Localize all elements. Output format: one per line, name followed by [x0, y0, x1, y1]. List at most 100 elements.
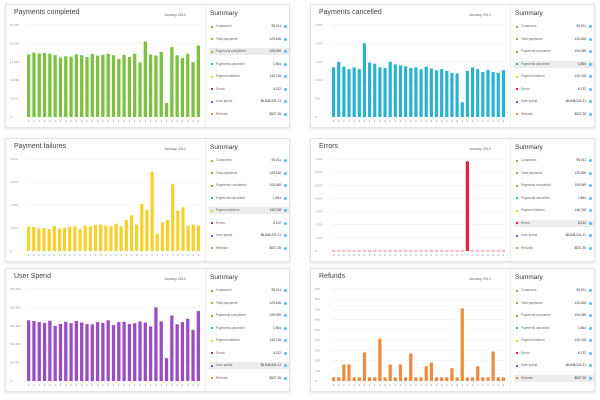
chart-bar[interactable] [404, 66, 408, 117]
info-dot-icon[interactable] [589, 376, 592, 380]
chart-bar[interactable] [383, 68, 387, 117]
chart-bar[interactable] [27, 320, 31, 381]
chart-bar[interactable] [440, 377, 444, 381]
chart-bar[interactable] [111, 55, 116, 117]
chart-bar[interactable] [481, 377, 485, 381]
summary-row[interactable]: User spend $6,848,241.21 [209, 232, 289, 239]
summary-row[interactable]: Payment failures 146,748 [514, 73, 594, 80]
date-range-label[interactable]: January 2014 [469, 277, 491, 281]
chart-bar[interactable] [476, 250, 480, 252]
chart-bar[interactable] [409, 353, 413, 381]
info-dot-icon[interactable] [589, 75, 592, 78]
info-dot-icon[interactable] [589, 314, 592, 317]
chart-bar[interactable] [58, 57, 63, 117]
summary-row[interactable]: Errors 8,122 [514, 86, 594, 93]
info-dot-icon[interactable] [284, 196, 287, 200]
chart-bar[interactable] [90, 54, 94, 117]
chart-bar[interactable] [85, 57, 89, 117]
summary-row[interactable]: Total payments 125,166 [209, 170, 289, 177]
chart-bar[interactable] [69, 323, 73, 381]
chart-bar[interactable] [424, 366, 428, 381]
chart-bar[interactable] [99, 224, 103, 251]
chart-bar[interactable] [53, 325, 57, 381]
date-range-label[interactable]: January 2014 [164, 147, 186, 151]
chart-bar[interactable] [106, 320, 110, 381]
info-dot-icon[interactable] [284, 75, 287, 78]
info-dot-icon[interactable] [589, 50, 592, 53]
chart-bar[interactable] [74, 54, 79, 117]
chart-bar[interactable] [368, 377, 372, 381]
summary-row[interactable]: Payments completed 105,069 [209, 48, 289, 55]
summary-row[interactable]: Payment failures 146,748 [514, 337, 594, 344]
chart-bar[interactable] [175, 55, 179, 117]
chart-bar[interactable] [496, 72, 500, 117]
chart-bar[interactable] [501, 377, 506, 381]
info-dot-icon[interactable] [589, 339, 592, 342]
summary-row[interactable]: User spend $6,848,241.21 [514, 98, 594, 105]
chart-bar[interactable] [373, 250, 377, 252]
chart-bar[interactable] [337, 250, 341, 252]
chart-bar[interactable] [362, 43, 367, 117]
chart-bar[interactable] [154, 55, 158, 117]
chart-bar[interactable] [88, 226, 92, 251]
info-dot-icon[interactable] [589, 184, 592, 187]
chart-bar[interactable] [186, 318, 190, 381]
chart-bar[interactable] [37, 228, 41, 251]
info-dot-icon[interactable] [589, 112, 592, 116]
chart-bar[interactable] [393, 377, 397, 381]
chart-bar[interactable] [378, 338, 382, 381]
chart-bar[interactable] [64, 56, 68, 117]
chart-bar[interactable] [117, 322, 121, 381]
chart-bar[interactable] [63, 228, 67, 251]
summary-row[interactable]: Payments cancelled 1,864 [209, 325, 289, 332]
chart-bar[interactable] [450, 250, 454, 252]
info-dot-icon[interactable] [284, 221, 287, 225]
chart-bar[interactable] [148, 326, 153, 381]
summary-row[interactable]: Payments cancelled 1,864 [514, 325, 594, 332]
chart-bar[interactable] [32, 52, 36, 117]
chart-bar[interactable] [135, 224, 139, 251]
chart-bar[interactable] [476, 69, 480, 117]
chart-bar[interactable] [362, 250, 367, 252]
chart-bar[interactable] [362, 352, 367, 381]
chart-bar[interactable] [470, 250, 475, 252]
summary-row[interactable]: Refunds $537.35 [514, 374, 594, 382]
chart-bar[interactable] [127, 323, 132, 381]
info-dot-icon[interactable] [284, 25, 287, 28]
chart-bar[interactable] [424, 250, 428, 252]
chart-bar[interactable] [64, 321, 68, 381]
summary-row[interactable]: Refunds $537.35 [209, 375, 289, 382]
chart-bar[interactable] [27, 54, 31, 117]
chart-bar[interactable] [80, 55, 84, 117]
chart-bar[interactable] [160, 222, 164, 251]
chart-bar[interactable] [404, 377, 408, 381]
chart-bar[interactable] [486, 69, 490, 117]
info-dot-icon[interactable] [284, 289, 287, 292]
chart-bar[interactable] [32, 226, 36, 251]
chart-bar[interactable] [496, 377, 500, 381]
chart-bar[interactable] [352, 250, 356, 252]
chart-bar[interactable] [434, 377, 439, 381]
chart-bar[interactable] [465, 377, 469, 381]
chart-bar[interactable] [164, 358, 169, 381]
chart-bar[interactable] [159, 51, 163, 117]
info-dot-icon[interactable] [589, 159, 592, 162]
chart-bar[interactable] [455, 73, 459, 117]
chart-bar[interactable] [93, 225, 98, 252]
chart-bar[interactable] [368, 250, 372, 252]
chart-bar[interactable] [68, 226, 72, 251]
chart-bar[interactable] [429, 250, 433, 252]
chart-bar[interactable] [143, 322, 147, 381]
chart-bar[interactable] [138, 321, 142, 381]
chart-bar[interactable] [424, 66, 428, 117]
date-range-label[interactable]: January 2014 [164, 277, 186, 281]
chart-bar[interactable] [48, 53, 52, 117]
chart-bar[interactable] [486, 250, 490, 252]
chart-bar[interactable] [481, 250, 485, 252]
chart-bar[interactable] [357, 250, 361, 252]
chart-bar[interactable] [74, 321, 79, 381]
chart-bar[interactable] [491, 250, 495, 252]
chart-bar[interactable] [383, 250, 387, 252]
chart-bar[interactable] [42, 52, 47, 117]
chart-bar[interactable] [347, 69, 351, 117]
